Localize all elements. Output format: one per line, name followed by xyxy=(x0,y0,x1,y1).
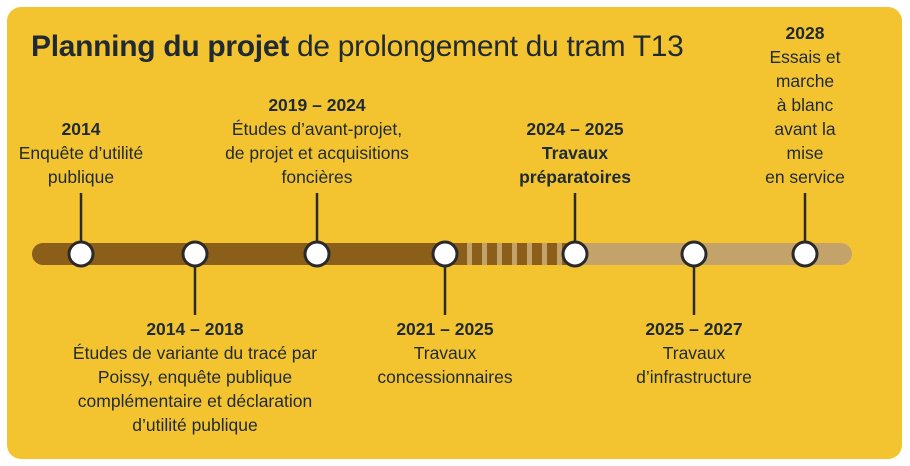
title-bold: Planning du projet xyxy=(31,30,289,63)
milestone-node xyxy=(561,240,589,268)
milestone-year: 2028 xyxy=(785,23,825,43)
milestone-description: Essais et marche à blanc avant la mise e… xyxy=(765,47,845,187)
milestone-year: 2019 – 2024 xyxy=(268,95,366,115)
milestone-description: Études de variante du tracé par Poissy, … xyxy=(72,343,318,435)
track-progress-stripe xyxy=(517,243,527,265)
timeline-track xyxy=(32,193,852,315)
milestone-label: 2028 Essais et marche à blanc avant la mi… xyxy=(757,21,854,189)
title-rest: de prolongement du tram T13 xyxy=(296,30,684,63)
milestone-label: 2014 Enquête d’utilité publique xyxy=(19,117,144,189)
milestone-year: 2021 – 2025 xyxy=(396,319,494,339)
milestone-label: 2019 – 2024 Études d’avant-projet, de pro… xyxy=(225,93,409,189)
track-progress-stripe xyxy=(487,243,497,265)
milestone-node xyxy=(791,240,819,268)
milestone-label: 2014 – 2018 Études de variante du tracé p… xyxy=(73,317,317,437)
milestone-label: 2024 – 2025 Travaux préparatoires xyxy=(519,117,631,189)
milestone-node xyxy=(181,240,209,268)
milestone-description: Enquête d’utilité publique xyxy=(18,143,144,187)
track-progress-stripe xyxy=(502,243,512,265)
milestone-description: Travaux préparatoires xyxy=(519,143,631,187)
track-done-fill xyxy=(52,243,457,265)
milestone-node xyxy=(680,240,708,268)
timeline-card: Planning du projet de prolongement du tr… xyxy=(7,7,902,459)
track-progress-stripe xyxy=(532,243,542,265)
milestone-node xyxy=(303,240,331,268)
milestone-description: Travaux concessionnaires xyxy=(377,343,513,387)
milestone-label: 2025 – 2027 Travaux d’infrastructure xyxy=(636,317,752,389)
milestone-node xyxy=(67,240,95,268)
page-title: Planning du projet de prolongement du tr… xyxy=(31,29,684,65)
track-progress-stripe xyxy=(472,243,482,265)
milestone-label: 2021 – 2025 Travaux concessionnaires xyxy=(377,317,512,389)
milestone-year: 2014 xyxy=(61,119,101,139)
milestone-node xyxy=(431,240,459,268)
milestone-description: Études d’avant-projet, de projet et acqu… xyxy=(225,119,409,187)
track-progress-stripe xyxy=(457,243,467,265)
milestone-year: 2024 – 2025 xyxy=(526,119,624,139)
track-progress-stripe xyxy=(547,243,557,265)
milestone-year: 2025 – 2027 xyxy=(645,319,743,339)
milestone-description: Travaux d’infrastructure xyxy=(636,343,752,387)
milestone-year: 2014 – 2018 xyxy=(146,319,244,339)
